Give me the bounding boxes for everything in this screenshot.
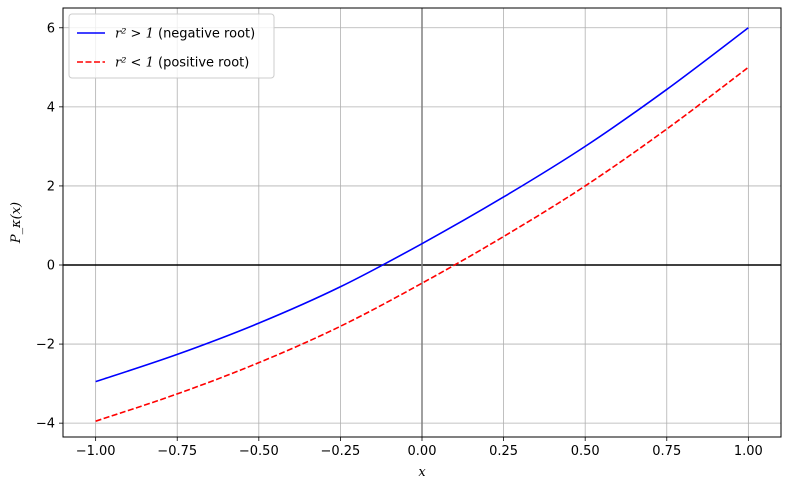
x-tick-label: 0.00 (408, 444, 437, 459)
legend-label-2: r² < 1 (positive root) (115, 56, 249, 71)
legend: r² > 1 (negative root) r² < 1 (positive r… (68, 13, 275, 79)
legend-box (68, 13, 275, 79)
x-tick-label: −1.00 (76, 444, 116, 459)
x-tick-label: 0.50 (571, 444, 600, 459)
x-ticks: −1.00 −0.75 −0.50 −0.25 0.00 0.25 0.50 0.75 1.00 (76, 437, 763, 459)
x-tick-label: 0.75 (652, 444, 681, 459)
x-tick-label: −0.75 (157, 444, 197, 459)
y-axis-label: P_κ(x) (9, 202, 24, 244)
x-tick-label: 1.00 (734, 444, 763, 459)
y-tick-label: −4 (36, 417, 55, 432)
x-axis-label: x (418, 465, 426, 480)
y-ticks: −4 −2 0 2 4 6 (36, 21, 63, 432)
x-tick-label: 0.25 (489, 444, 518, 459)
legend-label-1: r² > 1 (negative root) (115, 27, 255, 42)
y-tick-label: 4 (47, 100, 55, 115)
x-tick-label: −0.50 (239, 444, 279, 459)
y-tick-label: −2 (36, 338, 55, 353)
x-tick-label: −0.25 (320, 444, 360, 459)
reference-lines (63, 8, 781, 437)
y-tick-label: 6 (47, 21, 55, 36)
y-tick-label: 2 (47, 179, 55, 194)
series-layer (95, 27, 749, 422)
series-line-1 (95, 27, 749, 383)
series-line-2 (95, 66, 749, 422)
y-tick-label: 0 (47, 259, 55, 274)
